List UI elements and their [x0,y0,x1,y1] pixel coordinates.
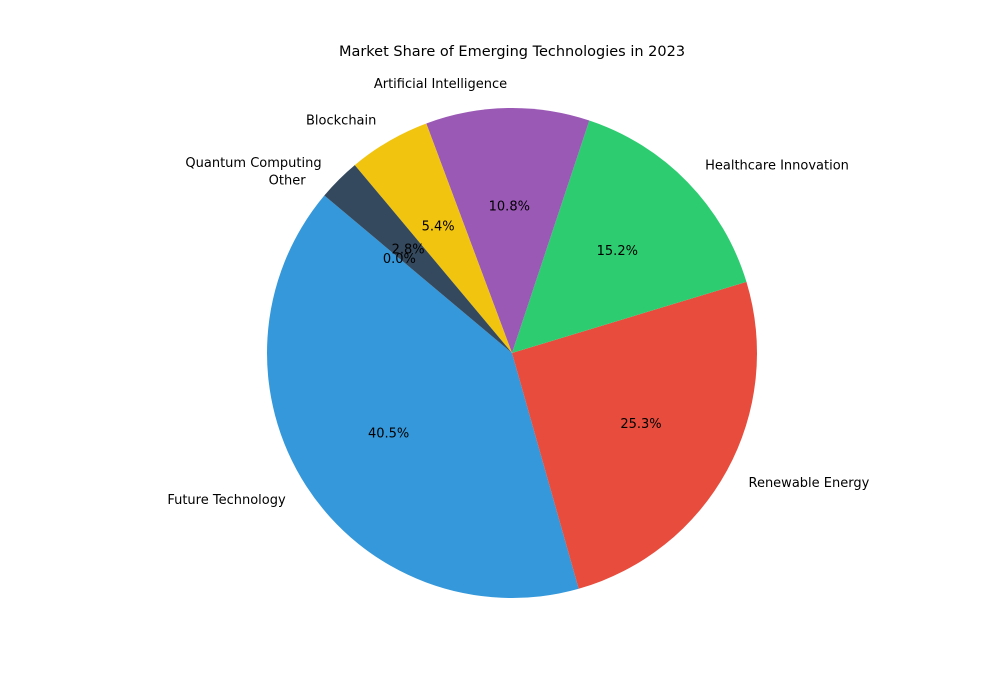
slice-percent-other: 0.0% [383,252,416,267]
slice-percent-healthcare-innovation: 15.2% [597,244,638,259]
pie-slice-renewable-energy [512,281,757,589]
slice-percent-blockchain: 5.4% [422,220,455,235]
slice-label-future-technology: Future Technology [167,493,286,508]
pie-labels: Future Technology 40.5% Renewable Energy 25… [167,77,869,508]
pie-slice-blockchain [354,123,512,354]
slice-percent-renewable-energy: 25.3% [620,417,661,432]
pie-slice-healthcare-innovation [512,120,747,353]
pie-slice-artificial-intelligence [426,108,590,353]
slice-percent-quantum-computing: 2.8% [392,243,425,258]
slice-percent-artificial-intelligence: 10.8% [489,200,530,215]
chart-title: Market Share of Emerging Technologies in… [339,44,685,60]
pie-slice-quantum-computing [324,165,512,353]
slice-percent-future-technology: 40.5% [368,426,409,441]
slice-label-renewable-energy: Renewable Energy [749,476,870,491]
slice-label-healthcare-innovation: Healthcare Innovation [705,159,849,174]
pie-slice-future-technology [267,195,579,598]
slice-label-quantum-computing: Quantum Computing [185,156,321,171]
slice-label-artificial-intelligence: Artificial Intelligence [374,77,507,92]
pie-slices [267,108,757,598]
slice-label-other: Other [269,173,307,188]
slice-label-blockchain: Blockchain [306,114,376,129]
